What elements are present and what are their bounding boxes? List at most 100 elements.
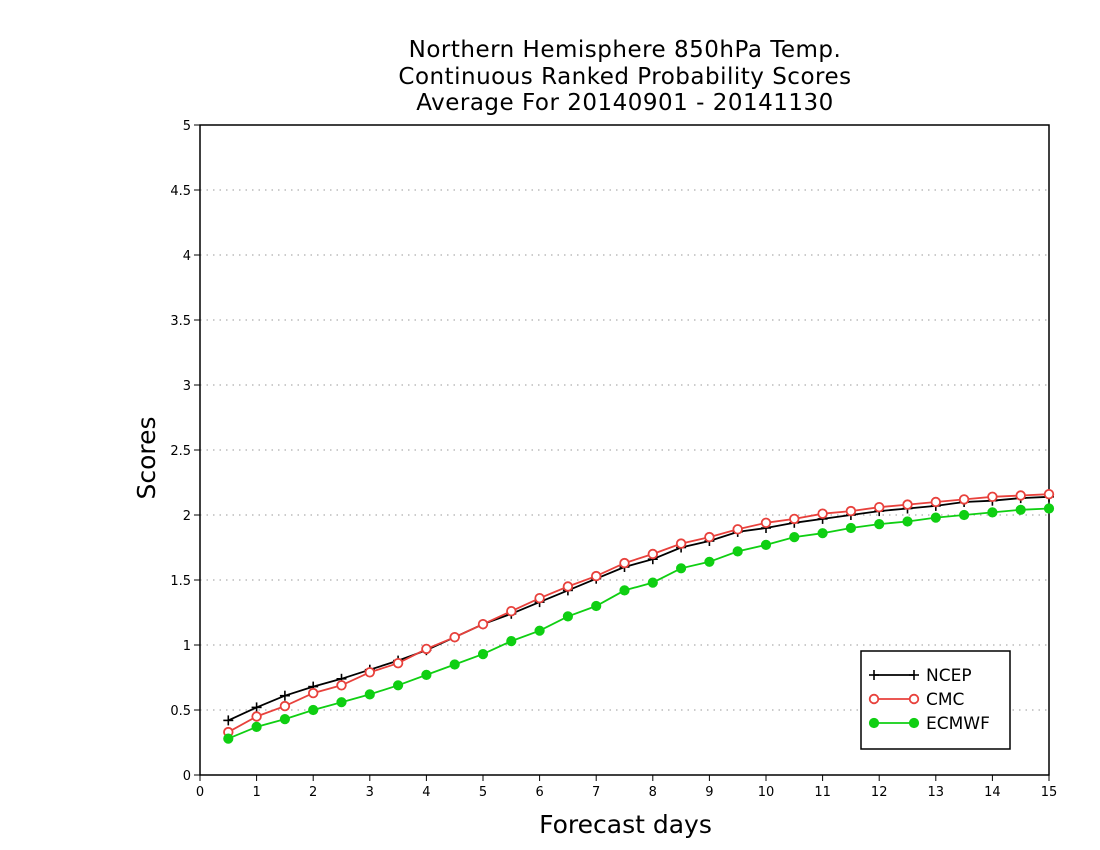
grid xyxy=(200,189,1049,711)
data-point-cmc xyxy=(930,496,942,508)
data-point-ecmwf xyxy=(421,669,432,681)
data-point-ecmwf xyxy=(732,546,743,557)
y-tick-label: 0 xyxy=(183,769,191,784)
data-point-ecmwf xyxy=(619,585,630,596)
data-point-ecmwf xyxy=(336,697,347,708)
data-point-ecmwf xyxy=(845,522,857,534)
x-tick-label: 14 xyxy=(984,785,1001,800)
series-cmc xyxy=(223,489,1055,738)
x-tick-label: 5 xyxy=(479,785,487,800)
data-point-ecmwf xyxy=(562,611,574,622)
x-tick-label: 13 xyxy=(928,785,945,800)
legend-label: NCEP xyxy=(926,666,972,686)
data-point-cmc xyxy=(392,658,404,669)
data-point-cmc xyxy=(817,508,828,519)
y-tick-label: 3 xyxy=(183,379,191,394)
x-tick-label: 9 xyxy=(705,785,713,800)
chart-title-line-2: Continuous Ranked Probability Scores xyxy=(398,64,852,90)
x-tick-label: 11 xyxy=(814,785,831,800)
data-point-ecmwf xyxy=(223,733,234,744)
series-ecmwf xyxy=(223,503,1055,744)
x-tick-label: 12 xyxy=(871,785,888,800)
axis-ticks: 00.511.522.533.544.550 1 2 3 4 5 6 7 8 9 10 11 12 13 1… xyxy=(170,119,1057,800)
legend-box xyxy=(860,650,1011,750)
legend-marker xyxy=(868,693,880,705)
data-point-ecmwf xyxy=(930,512,941,523)
data-point-cmc xyxy=(591,570,602,582)
data-point-cmc xyxy=(449,632,460,643)
data-point-cmc xyxy=(647,548,659,560)
data-point-cmc xyxy=(987,491,998,503)
y-tick-label: 2 xyxy=(183,509,191,524)
legend-entry-ecmwf: ECMWF xyxy=(868,714,990,734)
x-tick-label: 7 xyxy=(592,785,600,800)
x-tick-label: 1 xyxy=(252,785,260,800)
data-point-ecmwf xyxy=(817,528,828,539)
data-point-ecmwf xyxy=(279,714,290,725)
legend-label: ECMWF xyxy=(926,714,990,734)
x-tick-label: 6 xyxy=(535,785,543,800)
x-axis-title: Forecast days xyxy=(539,810,712,839)
x-tick-label: 15 xyxy=(1041,785,1058,800)
y-tick-label: 3.5 xyxy=(170,314,191,329)
y-tick-label: 4 xyxy=(183,249,191,264)
legend: NCEP CMC ECMWF xyxy=(860,650,1011,750)
x-tick-label: 4 xyxy=(422,785,430,800)
y-tick-label: 1.5 xyxy=(170,574,191,589)
y-tick-label: 4.5 xyxy=(170,184,191,199)
data-point-ecmwf xyxy=(449,659,460,670)
data-point-cmc xyxy=(562,581,574,592)
legend-entry-cmc: CMC xyxy=(868,690,964,710)
data-point-cmc xyxy=(506,606,517,617)
data-point-cmc xyxy=(364,667,376,678)
data-point-ecmwf xyxy=(534,625,545,636)
data-point-cmc xyxy=(789,513,800,525)
x-tick-label: 10 xyxy=(758,785,775,800)
data-point-cmc xyxy=(760,517,772,529)
data-point-ecmwf xyxy=(506,636,517,647)
data-point-cmc xyxy=(308,687,319,699)
data-point-cmc xyxy=(1043,489,1055,500)
data-point-cmc xyxy=(675,538,687,549)
data-point-cmc xyxy=(477,619,489,630)
data-point-cmc xyxy=(279,700,291,712)
y-tick-label: 1 xyxy=(183,639,191,654)
data-point-ecmwf xyxy=(987,507,998,518)
data-point-ecmwf xyxy=(393,680,404,691)
legend-marker xyxy=(908,693,920,705)
data-point-cmc xyxy=(732,524,743,535)
data-point-cmc xyxy=(336,680,347,691)
y-axis-title: Scores xyxy=(132,416,161,499)
data-point-ecmwf xyxy=(676,563,687,574)
data-point-ecmwf xyxy=(477,649,489,660)
data-point-cmc xyxy=(619,557,630,569)
data-point-ecmwf xyxy=(1043,503,1055,514)
data-point-cmc xyxy=(902,499,913,510)
y-tick-label: 0.5 xyxy=(170,704,191,719)
data-point-cmc xyxy=(251,711,262,722)
legend-label: CMC xyxy=(926,690,964,710)
chart-title-line-3: Average For 20140901 - 20141130 xyxy=(416,90,834,116)
data-point-ecmwf xyxy=(364,689,375,700)
data-point-cmc xyxy=(1015,490,1026,501)
x-tick-label: 8 xyxy=(649,785,657,800)
data-point-cmc xyxy=(845,505,857,517)
legend-marker xyxy=(908,717,920,729)
data-point-ecmwf xyxy=(760,539,772,551)
data-point-ecmwf xyxy=(308,704,319,716)
data-point-cmc xyxy=(704,531,715,543)
data-point-ecmwf xyxy=(591,600,602,612)
data-point-cmc xyxy=(874,502,885,513)
data-point-ecmwf xyxy=(902,516,913,527)
data-point-ecmwf xyxy=(704,556,715,567)
data-point-cmc xyxy=(534,593,545,604)
data-point-cmc xyxy=(421,643,432,655)
data-point-ecmwf xyxy=(251,721,262,733)
legend-entry-ncep: NCEP xyxy=(869,666,972,686)
x-tick-label: 0 xyxy=(196,785,204,800)
chart-title-line-1: Northern Hemisphere 850hPa Temp. xyxy=(408,37,842,63)
data-point-ecmwf xyxy=(874,519,885,530)
x-tick-label: 2 xyxy=(309,785,317,800)
series-layer xyxy=(223,489,1055,744)
